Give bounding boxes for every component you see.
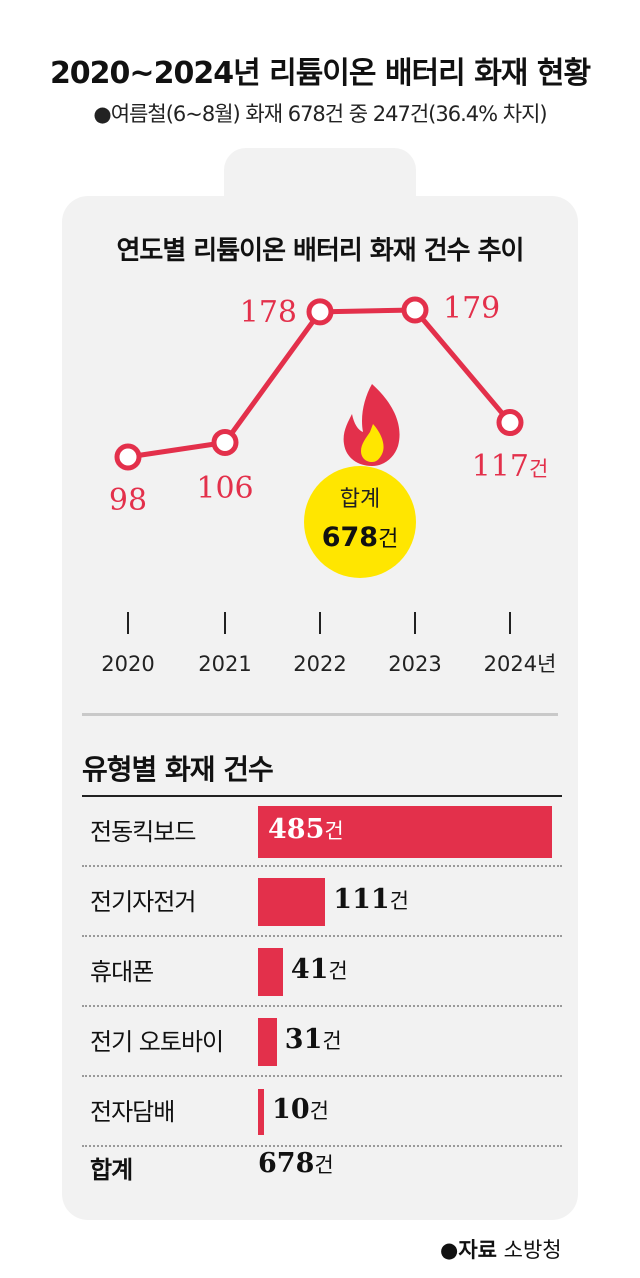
fire-icon [343,384,400,466]
bar-3 [258,948,283,996]
page-title: 2020~2024년 리튬이온 배터리 화재 현황 [49,56,591,91]
line-series [127,307,512,460]
bar-value-label: 41건 [291,954,348,985]
bar-5 [258,1089,265,1135]
source-label: 자료 [458,1238,497,1262]
bar-chart-title: 유형별 화재 건수 [82,753,274,786]
data-point-2024 [496,409,524,437]
bar-value-unit: 건 [328,959,348,983]
section-divider [82,713,558,716]
total-badge-unit: 건 [378,527,398,552]
bar-row: 휴대폰 41건 [82,937,562,1007]
data-label-2020: 98 [109,483,147,518]
data-label-2021: 106 [196,471,253,506]
fire-outer [343,384,400,466]
bar-value-unit: 건 [389,889,409,913]
chart-card [62,196,578,1220]
page-subtitle: ●여름철(6~8월) 화재 678건 중 247건(36.4% 차지) [93,102,547,126]
bar-category-label: 전기 오토바이 [90,1028,224,1056]
total-badge-label: 합계 [340,487,380,512]
bar-total-value: 678건 [258,1148,334,1179]
bar-row: 전기 오토바이 31건 [82,1007,562,1077]
bar-category-label: 휴대폰 [90,958,154,986]
bar-value-label: 111건 [333,884,409,915]
data-point-2021 [211,428,239,456]
bar-value-number: 31 [284,1024,323,1055]
data-label-2023: 179 [443,291,500,326]
bar-1 [258,806,552,858]
fire-inner [361,424,384,462]
bar-value-label: 31건 [285,1024,342,1055]
bar-row: 전기자전거 111건 [82,867,562,937]
bar-row: 전동킥보드 485건 [82,797,562,867]
data-label-unit: 건 [529,457,548,481]
x-tick-label-2023: 2023 [388,652,441,676]
bar-category-label: 전기자전거 [90,888,196,916]
data-point-2022 [306,298,334,326]
bar-value-label: 485건 [268,814,344,845]
bar-row-separator [82,865,562,867]
bar-value-unit: 건 [324,819,344,843]
total-badge [304,466,416,578]
bar-value-number: 10 [272,1094,310,1125]
bar-category-label: 전자담배 [90,1098,175,1126]
bar-4 [258,1018,277,1066]
data-label-2022: 178 [240,295,297,330]
x-tick-label-2024: 2024년 [484,652,557,676]
data-point-2023 [401,296,429,324]
bar-total-number: 678 [258,1148,315,1179]
bar-total-unit: 건 [314,1153,334,1177]
data-label-2024: 117건 [472,449,549,484]
bar-value-number: 485 [268,814,325,845]
source-bullet: ● [440,1238,459,1262]
source-value: 소방청 [503,1238,562,1262]
bar-row-separator [82,1075,562,1077]
x-tick-label-2021: 2021 [198,652,251,676]
line-chart-title: 연도별 리튬이온 배터리 화재 건수 추이 [116,236,525,266]
bar-2 [258,878,326,926]
x-tick-label-2022: 2022 [293,652,346,676]
bar-total-label: 합계 [90,1156,133,1184]
total-badge-value: 678건 [322,522,399,553]
bar-row-separator [82,935,562,937]
x-tick-label-2020: 2020 [101,652,154,676]
bar-row-separator [82,1145,562,1147]
line-chart: 98 106 178 179 117건 2020 2021 2022 2023 2024년 합계 67… [101,291,557,676]
bar-chart-top-rule [82,795,562,797]
bar-value-label: 10건 [272,1094,329,1125]
bar-value-number: 41 [290,954,329,985]
source-credit: ●자료 소방청 [440,1234,562,1264]
bar-row: 전자담배 10건 [82,1077,562,1147]
bar-row-separator [82,1005,562,1007]
data-point-2020 [114,443,142,471]
bar-value-unit: 건 [309,1099,329,1123]
bar-category-label: 전동킥보드 [90,818,196,846]
bar-value-number: 111 [333,884,390,915]
bar-value-unit: 건 [322,1029,342,1053]
